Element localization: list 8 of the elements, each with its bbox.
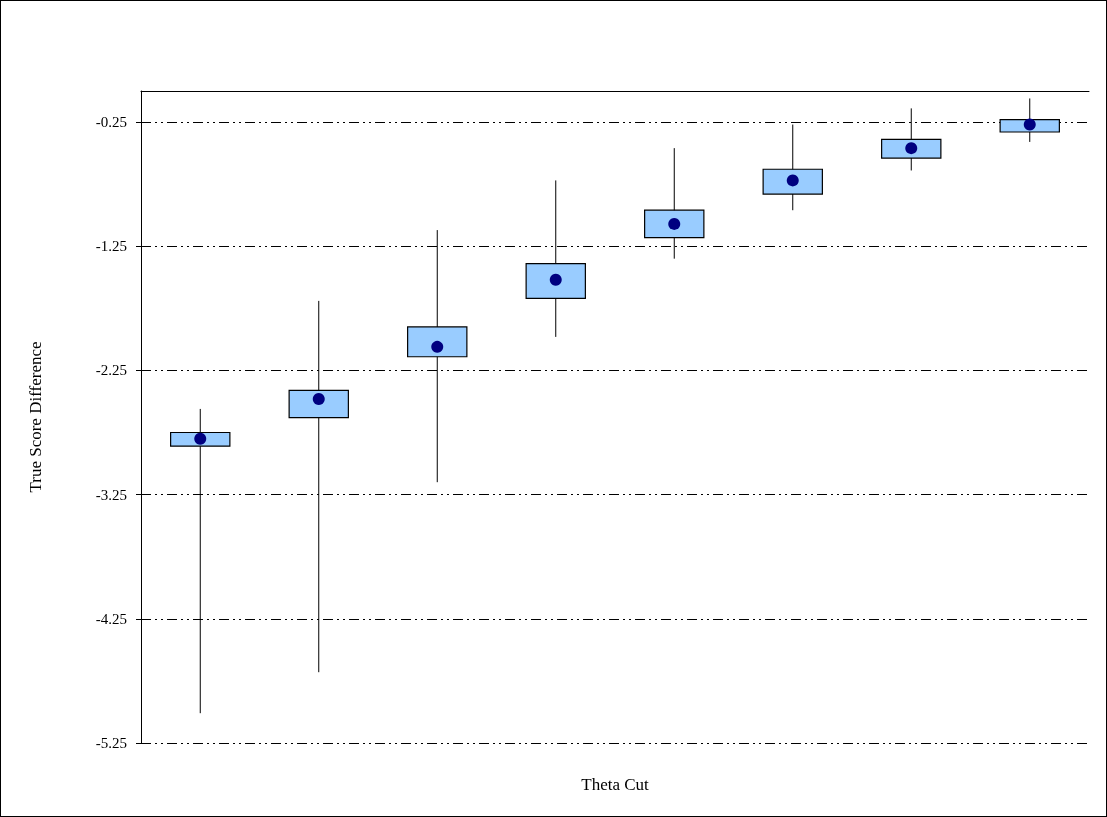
y-tick-label: -0.25 (95, 114, 127, 131)
y-axis-title: True Score Difference (26, 341, 45, 493)
y-tick-label: -3.25 (95, 486, 127, 503)
y-tick-label: -5.25 (95, 735, 127, 751)
y-tick-label: -2.25 (95, 362, 127, 379)
y-tick-label: -1.25 (95, 238, 127, 255)
y-tick-label: -4.25 (95, 610, 127, 627)
x-axis-title: Theta Cut (581, 775, 650, 794)
